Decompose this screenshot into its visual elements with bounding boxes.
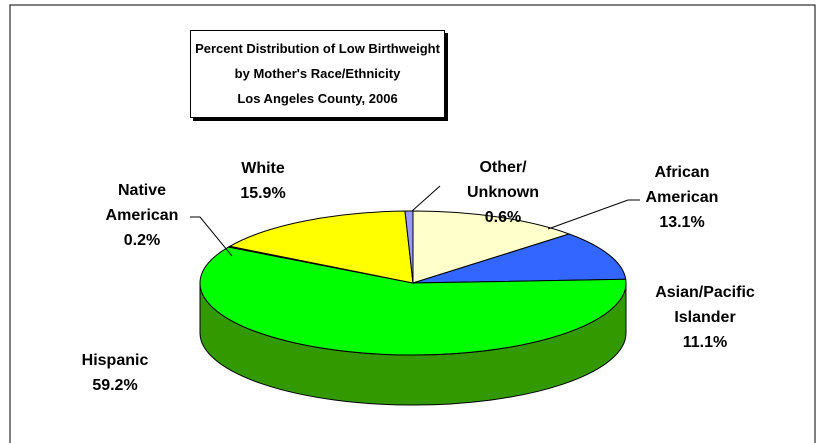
- slice-label: Hispanic 59.2%: [55, 348, 175, 398]
- value-label: 11.1%: [682, 334, 728, 351]
- pie-slice: [404, 210, 414, 284]
- chart-frame: [9, 4, 816, 443]
- chart-subtitle: Los Angeles County, 2006: [237, 91, 398, 106]
- category-label: Other/Unknown: [467, 159, 539, 201]
- value-label: 15.9%: [240, 185, 286, 202]
- value-label: 0.6%: [484, 209, 522, 226]
- slice-label: White 15.9%: [213, 156, 313, 206]
- value-label: 13.1%: [659, 214, 705, 231]
- category-label: African American: [645, 164, 719, 206]
- slice-label: Other/Unknown 0.6%: [453, 155, 553, 230]
- chart-title: Percent Distribution of Low Birthweight …: [195, 41, 440, 81]
- value-label: 0.2%: [123, 232, 161, 249]
- slice-label: Asian/Pacific Islander 11.1%: [635, 280, 775, 355]
- slice-label: Native American 0.2%: [92, 178, 192, 253]
- leader-line: [547, 199, 640, 230]
- category-label: Asian/Pacific Islander: [655, 284, 755, 326]
- category-label: Hispanic: [81, 352, 149, 369]
- pie: [199, 210, 627, 406]
- leader-lines: [190, 185, 640, 257]
- leader-line: [190, 216, 233, 257]
- value-label: 59.2%: [92, 377, 138, 394]
- pie-slice: [199, 246, 627, 356]
- pie-slice: [412, 210, 571, 284]
- title-box: Percent Distribution of Low Birthweight …: [190, 30, 445, 118]
- pie-slice: [228, 210, 414, 284]
- pie-slice: [412, 233, 627, 284]
- category-label: Native American: [105, 182, 179, 224]
- slice-label: African American 13.1%: [627, 160, 737, 235]
- leader-line: [411, 185, 441, 212]
- category-label: White: [241, 160, 285, 177]
